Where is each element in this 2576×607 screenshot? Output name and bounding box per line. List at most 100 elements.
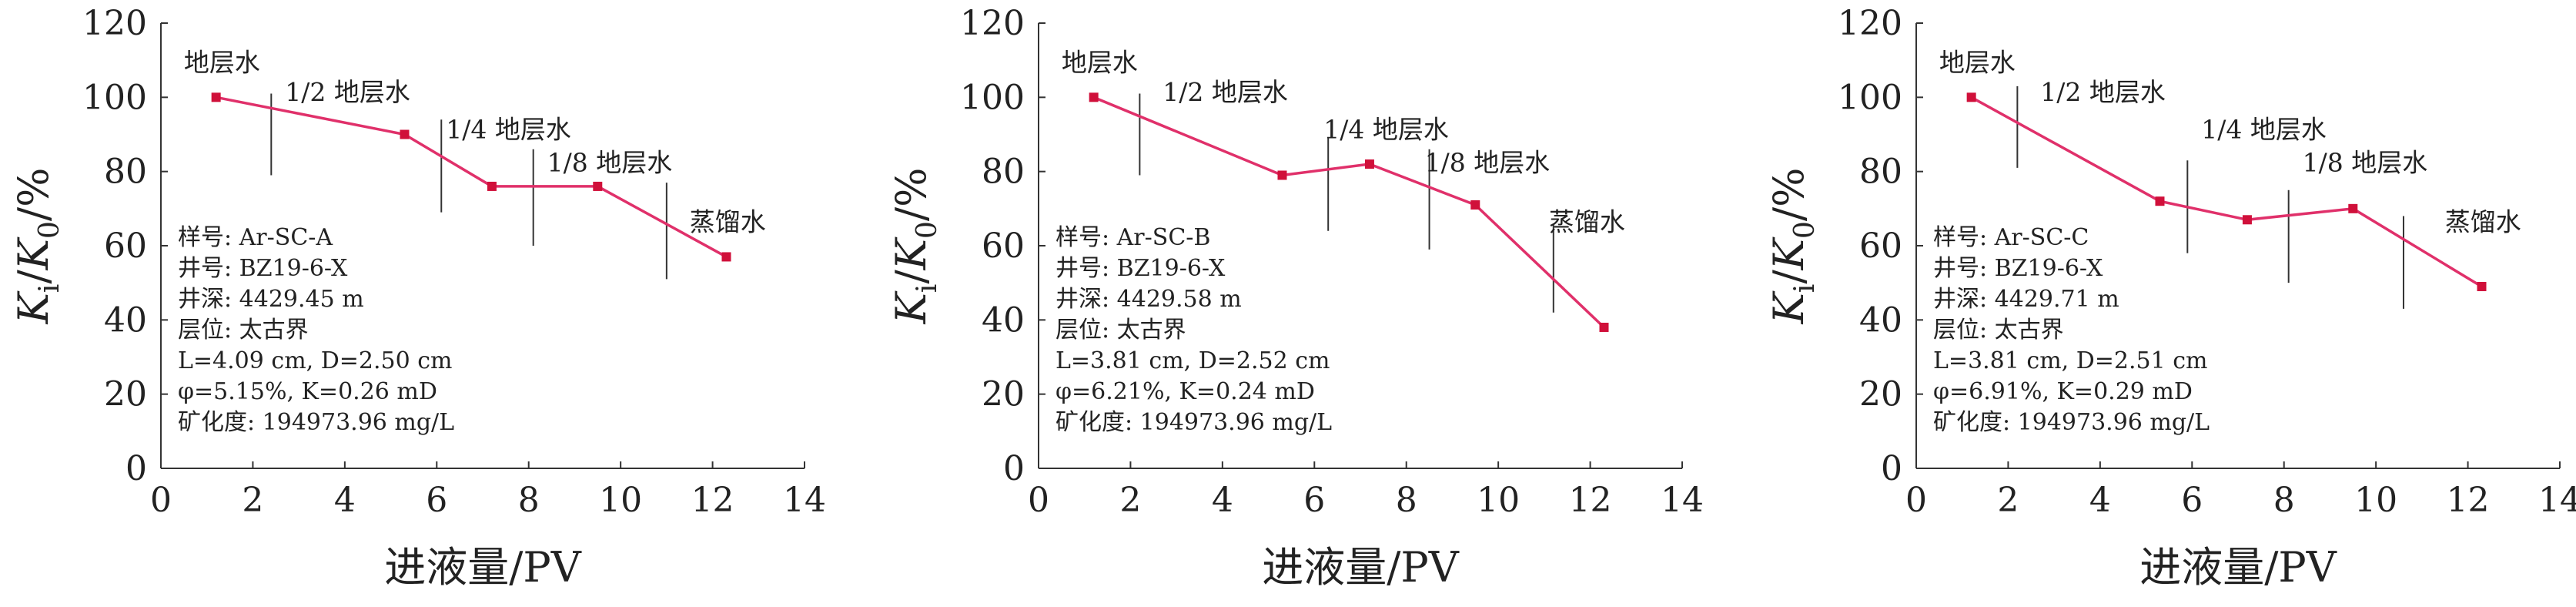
stage-label: 地层水 <box>1939 48 2016 78</box>
y-axis-label: Ki/K0/% <box>1765 168 1821 325</box>
y-tick-label: 20 <box>982 375 1025 414</box>
data-point <box>2348 203 2358 213</box>
x-tick-label: 6 <box>426 481 447 520</box>
y-tick-label: 40 <box>1859 300 1902 340</box>
stage-label: 1/4 地层水 <box>1323 114 1449 144</box>
x-axis-label: 进液量/PV <box>2139 543 2337 592</box>
x-tick-label: 2 <box>242 481 263 520</box>
x-tick-label: 0 <box>150 481 172 520</box>
sample-info-line: 层位: 太古界 <box>1055 317 1186 344</box>
y-tick-label: 80 <box>982 153 1025 192</box>
stage-label: 1/4 地层水 <box>2201 114 2327 144</box>
x-tick-label: 2 <box>1997 481 2019 520</box>
y-axis-label-main2: K <box>9 236 58 270</box>
y-tick-label: 60 <box>1859 226 1902 266</box>
sample-info-line: 井号: BZ19-6-X <box>1933 255 2103 282</box>
data-point <box>721 252 731 262</box>
data-point <box>2155 196 2165 206</box>
sample-info-line: 矿化度: 194973.96 mg/L <box>1933 409 2210 436</box>
sample-info-line: φ=5.15%, K=0.26 mD <box>178 378 437 405</box>
data-point <box>2477 281 2487 291</box>
x-tick-label: 14 <box>2538 481 2576 520</box>
x-tick-label: 4 <box>334 481 356 520</box>
y-tick-label: 80 <box>104 153 147 192</box>
y-tick-label: 20 <box>1859 375 1902 414</box>
x-tick-label: 4 <box>1212 481 1233 520</box>
data-point <box>400 129 410 139</box>
y-tick-label: 100 <box>1838 78 1902 117</box>
y-tick-label: 60 <box>104 226 147 266</box>
y-axis-label-main: K <box>9 290 58 324</box>
data-point <box>1966 92 1976 102</box>
y-tick-label: 20 <box>104 375 147 414</box>
y-axis-label: Ki/K0/% <box>9 168 65 325</box>
y-tick-label: 100 <box>82 78 147 117</box>
y-axis-label-unit: /% <box>1765 168 1813 222</box>
y-axis-label-main: K <box>1765 290 1813 324</box>
x-tick-label: 12 <box>1569 481 1612 520</box>
stage-label: 蒸馏水 <box>1549 207 1625 237</box>
y-axis-label-unit: /% <box>9 168 58 222</box>
stage-label: 地层水 <box>184 48 260 78</box>
y-axis-label-sub2: 0 <box>1789 221 1821 239</box>
y-axis-label-sub1: i <box>34 284 65 293</box>
data-point <box>1470 200 1480 210</box>
stage-label: 1/4 地层水 <box>446 114 571 144</box>
sample-info-line: L=3.81 cm, D=2.52 cm <box>1055 347 1330 374</box>
y-axis-label-main2: K <box>887 236 935 270</box>
x-tick-label: 4 <box>2089 481 2111 520</box>
sample-info-line: 层位: 太古界 <box>1933 317 2064 344</box>
sample-info-line: L=3.81 cm, D=2.51 cm <box>1933 347 2207 374</box>
y-tick-label: 40 <box>104 300 147 340</box>
sample-info-line: 层位: 太古界 <box>178 317 309 344</box>
y-tick-label: 0 <box>1881 449 1902 488</box>
stage-label: 1/8 地层水 <box>2303 148 2428 178</box>
y-axis-label-unit: /% <box>887 168 935 222</box>
x-tick-label: 10 <box>599 481 642 520</box>
x-tick-label: 14 <box>1661 481 1704 520</box>
sample-info-line: 井号: BZ19-6-X <box>178 255 348 282</box>
x-tick-label: 6 <box>1303 481 1325 520</box>
data-point <box>487 181 497 191</box>
stage-label: 蒸馏水 <box>690 207 766 237</box>
x-tick-label: 10 <box>2354 481 2397 520</box>
x-axis-label: 进液量/PV <box>384 543 582 592</box>
sample-info-line: 样号: Ar-SC-C <box>1933 224 2089 251</box>
x-tick-label: 14 <box>783 481 826 520</box>
sample-info-line: φ=6.91%, K=0.29 mD <box>1933 378 2193 405</box>
sample-info-line: 井号: BZ19-6-X <box>1055 255 1226 282</box>
data-point <box>1364 159 1374 169</box>
y-tick-label: 120 <box>960 4 1025 43</box>
y-tick-label: 40 <box>982 300 1025 340</box>
sample-info-line: 井深: 4429.71 m <box>1933 286 2119 313</box>
stage-label: 1/2 地层水 <box>1163 77 1288 107</box>
y-tick-label: 60 <box>982 226 1025 266</box>
stage-label: 蒸馏水 <box>2445 207 2521 237</box>
sample-info-line: 矿化度: 194973.96 mg/L <box>1055 409 1332 436</box>
x-tick-label: 12 <box>2447 481 2490 520</box>
data-point <box>593 181 603 191</box>
x-tick-label: 10 <box>1477 481 1520 520</box>
x-tick-label: 0 <box>1905 481 1927 520</box>
y-axis-label-sub2: 0 <box>34 221 65 239</box>
x-tick-label: 6 <box>2181 481 2203 520</box>
y-tick-label: 120 <box>1838 4 1902 43</box>
sample-info-line: φ=6.21%, K=0.24 mD <box>1055 378 1315 405</box>
y-axis-label-sep: / <box>887 270 935 284</box>
y-axis-label-sep: / <box>1765 270 1813 284</box>
stage-label: 1/8 地层水 <box>547 148 673 178</box>
y-tick-label: 0 <box>1003 449 1025 488</box>
data-point <box>211 92 221 102</box>
y-axis-label-sep: / <box>9 270 58 284</box>
y-tick-label: 80 <box>1859 153 1902 192</box>
data-point <box>2242 215 2252 225</box>
data-point <box>1089 92 1099 102</box>
y-axis-label-sub2: 0 <box>912 221 943 239</box>
stage-label: 1/2 地层水 <box>285 77 410 107</box>
data-point <box>1277 170 1287 180</box>
x-tick-label: 8 <box>518 481 540 520</box>
